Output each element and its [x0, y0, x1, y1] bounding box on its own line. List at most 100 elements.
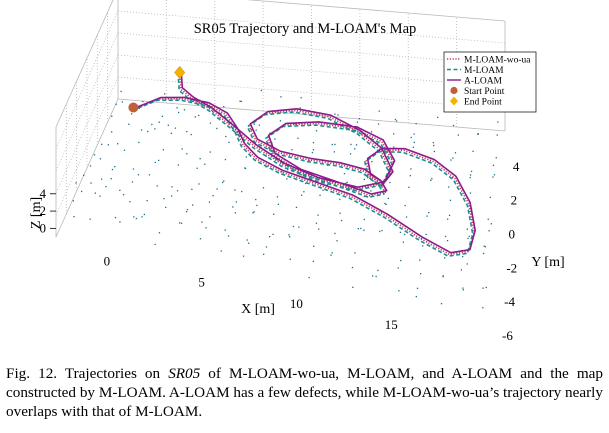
map-point	[308, 276, 310, 279]
map-point	[209, 122, 212, 124]
map-point	[291, 149, 293, 151]
map-point	[162, 149, 164, 151]
map-point	[336, 240, 338, 242]
map-point	[133, 216, 135, 218]
map-point	[403, 233, 406, 236]
map-point	[93, 154, 96, 156]
map-point	[154, 161, 156, 164]
map-point	[99, 195, 101, 197]
map-point	[462, 287, 464, 289]
left-wall-gridline	[55, 54, 119, 194]
map-point	[317, 214, 319, 216]
top-back-edge	[246, 0, 506, 22]
map-point	[292, 225, 295, 228]
map-point	[192, 204, 194, 206]
map-point	[402, 241, 404, 243]
map-point	[327, 164, 329, 167]
map-point	[330, 254, 332, 256]
map-point	[83, 174, 85, 176]
map-point	[122, 194, 125, 196]
chart-title: SR05 Trajectory and M-LOAM's Map	[194, 21, 417, 37]
map-point	[209, 216, 211, 218]
map-point	[460, 269, 462, 271]
map-point	[158, 121, 160, 123]
map-point	[178, 111, 180, 114]
y-tick-label: -6	[502, 328, 513, 343]
map-point	[148, 174, 151, 176]
map-point	[490, 223, 492, 225]
map-point	[121, 101, 123, 103]
map-point	[452, 124, 455, 127]
map-point	[488, 230, 490, 232]
map-point	[337, 114, 339, 116]
map-point	[433, 150, 435, 153]
map-point	[120, 90, 122, 93]
map-point	[154, 128, 156, 130]
map-point	[433, 144, 435, 147]
map-point	[198, 183, 200, 185]
map-point	[274, 138, 276, 140]
x-axis-label: X [m]	[241, 302, 275, 317]
map-point	[319, 194, 321, 196]
map-point	[289, 258, 291, 260]
map-point	[300, 97, 302, 99]
map-point	[472, 150, 474, 152]
map-point	[110, 178, 112, 180]
map-point	[186, 209, 189, 211]
left-wall-gridline	[55, 10, 119, 150]
map-point	[331, 252, 333, 254]
map-point	[211, 111, 214, 113]
map-point	[138, 141, 140, 144]
map-point	[164, 93, 166, 95]
trajectory-a-loam	[134, 70, 476, 254]
map-point	[377, 269, 379, 272]
y-axis-label: Y [m]	[531, 255, 564, 270]
map-point	[469, 192, 472, 194]
map-point	[426, 215, 428, 217]
map-point	[222, 181, 224, 184]
map-point	[161, 115, 163, 117]
y-tick-label: -4	[504, 294, 515, 309]
map-point	[492, 176, 494, 178]
map-point	[75, 182, 77, 184]
map-point	[469, 176, 471, 179]
map-point	[449, 199, 452, 201]
map-point	[198, 114, 200, 117]
map-point	[260, 89, 262, 92]
map-point	[185, 211, 188, 213]
map-point	[413, 133, 415, 135]
map-point	[246, 239, 248, 241]
map-point	[114, 216, 117, 219]
map-point	[234, 212, 236, 214]
map-point	[496, 134, 498, 136]
trajectory-m-loam	[131, 73, 474, 257]
map-point	[286, 178, 288, 180]
map-point	[390, 157, 393, 159]
map-point	[241, 190, 243, 193]
map-point	[493, 174, 496, 176]
y-tick-label: 2	[511, 193, 517, 208]
map-point	[288, 234, 290, 236]
map-point	[372, 275, 374, 277]
map-point	[295, 206, 298, 208]
map-point	[312, 142, 315, 144]
map-point	[119, 189, 121, 191]
map-point	[457, 134, 459, 136]
map-point	[492, 164, 495, 166]
legend-label: End Point	[464, 97, 502, 107]
map-point	[380, 211, 382, 213]
map-point	[143, 213, 145, 216]
map-point	[191, 188, 193, 190]
map-point	[312, 260, 314, 262]
map-point	[354, 148, 356, 150]
map-point	[315, 130, 318, 132]
map-point	[422, 245, 424, 247]
map-point	[339, 212, 341, 214]
axis-ticks: 0 5 10 15 4 2 0 -2 -4 -6 4 2 0	[40, 159, 520, 343]
map-point	[350, 143, 352, 146]
map-point	[194, 116, 196, 118]
map-point	[174, 127, 177, 129]
map-point	[89, 218, 91, 220]
map-point	[228, 141, 230, 143]
map-point	[117, 143, 119, 145]
